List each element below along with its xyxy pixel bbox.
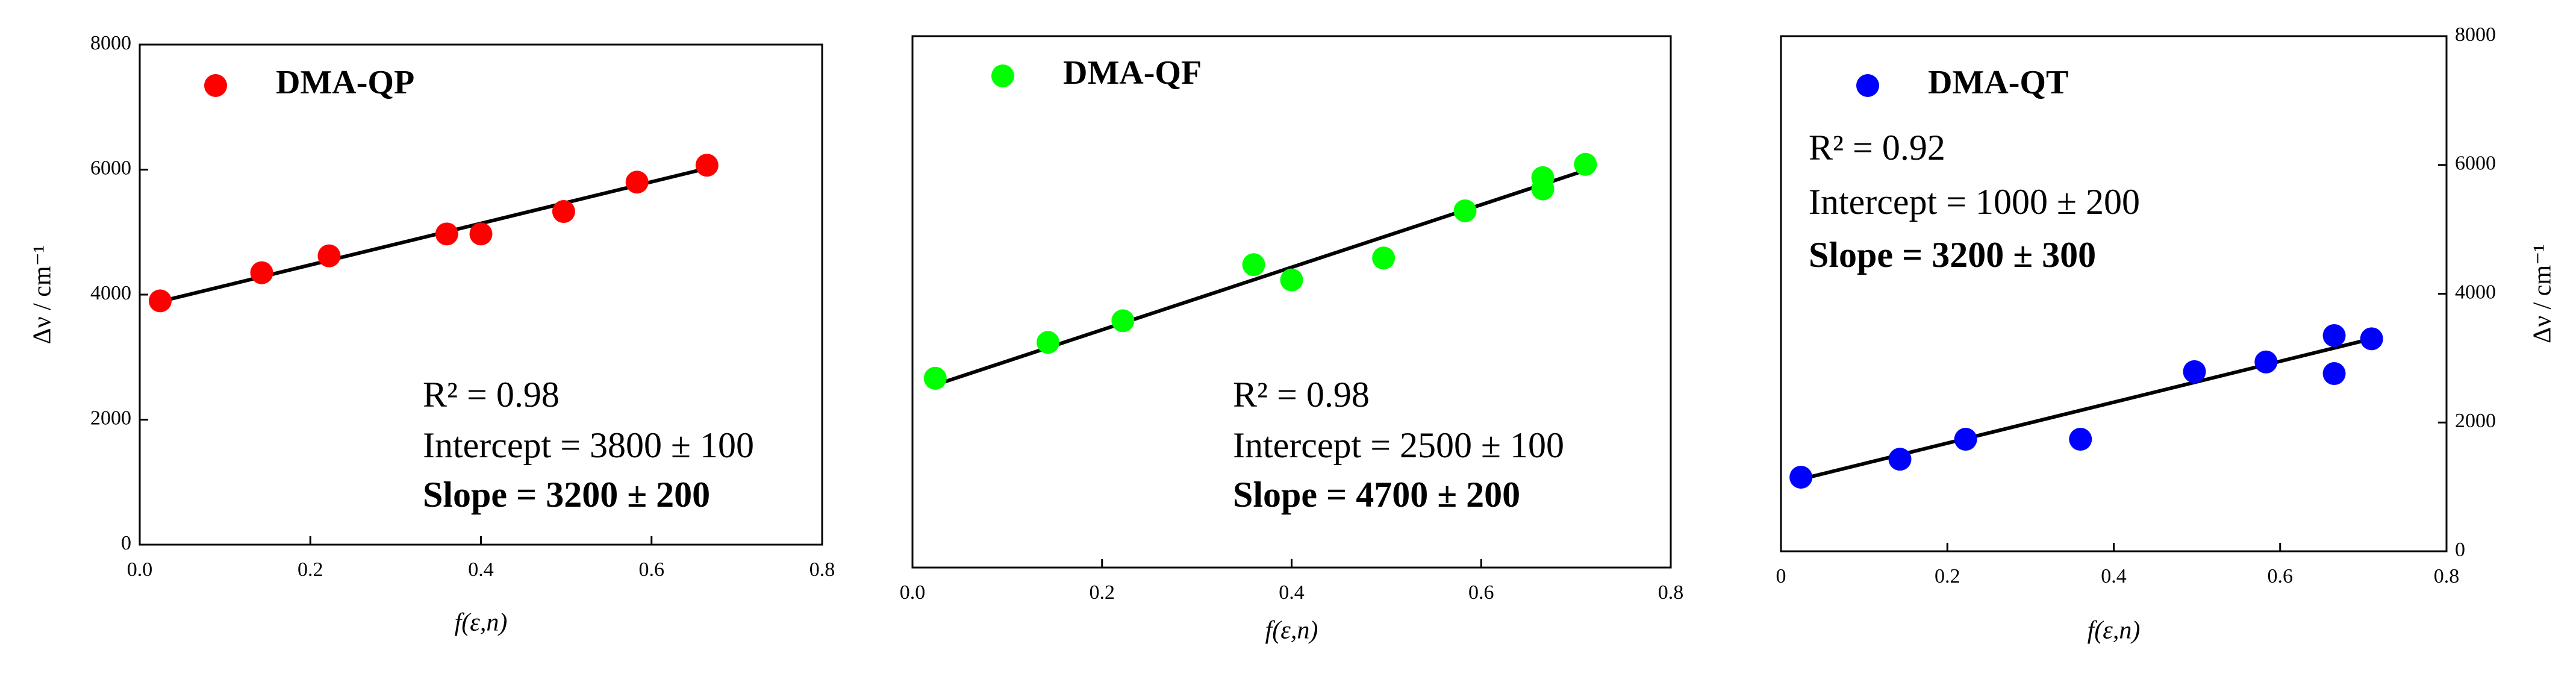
x-tick-label: 0.2 — [1090, 581, 1115, 604]
y-tick-label: 8000 — [90, 32, 131, 54]
x-tick-label: 0.6 — [1468, 581, 1494, 604]
annotation: Intercept = 2500 ± 100 — [1233, 425, 1564, 465]
annotation: Slope = 4700 ± 200 — [1233, 475, 1520, 515]
y-tick-label: 8000 — [2455, 23, 2496, 46]
y-tick-label: 2000 — [90, 407, 131, 429]
annotation: R² = 0.98 — [423, 375, 560, 415]
x-tick-label: 0.6 — [639, 559, 665, 581]
data-point — [2254, 350, 2278, 374]
data-point — [1531, 177, 1555, 201]
x-tick-label: 0.2 — [298, 559, 323, 581]
plot-frame — [139, 43, 823, 546]
legend-label: DMA-QP — [276, 64, 414, 101]
data-point — [2322, 362, 2346, 386]
y-tick-label: 6000 — [2455, 152, 2496, 175]
fit-line — [160, 166, 708, 304]
y-tick-label: 4000 — [90, 282, 131, 304]
annotation: Intercept = 1000 ± 200 — [1809, 182, 2140, 222]
x-tick-label: 0 — [1776, 565, 1786, 587]
data-point — [2069, 428, 2092, 451]
data-point — [1453, 199, 1477, 222]
data-point — [1372, 246, 1396, 270]
annotation: Intercept = 3800 ± 100 — [423, 425, 754, 465]
legend-label: DMA-QT — [1928, 64, 2068, 101]
data-point — [552, 200, 575, 224]
fit-line — [934, 168, 1586, 387]
chart: 0 0.2 0.4 0.6 0.8 0 2000 4000 6000 8000 DMA-QT R² =… — [1776, 23, 2557, 645]
data-point — [923, 366, 947, 390]
data-point — [1242, 253, 1265, 277]
data-point — [2322, 324, 2346, 347]
x-tick-label: 0.2 — [1935, 565, 1960, 587]
y-tick-label: 6000 — [90, 157, 131, 179]
fit-line — [1800, 337, 2372, 481]
data-point — [1111, 309, 1135, 333]
data-point — [1280, 268, 1303, 292]
data-point — [1574, 152, 1597, 176]
x-tick-label: 0.0 — [127, 559, 153, 581]
x-axis-label: f(ε,n) — [455, 609, 508, 637]
data-point — [317, 244, 341, 268]
annotation: R² = 0.92 — [1809, 128, 1945, 167]
y-tick-label: 0 — [121, 532, 131, 554]
annotation: Slope = 3200 ± 200 — [423, 475, 710, 515]
chart: 0.0 0.2 0.4 0.6 0.8 DMA-QF R² = 0.98 Intercept … — [900, 35, 1684, 645]
x-tick-label: 0.0 — [900, 581, 926, 604]
data-point — [1789, 466, 1813, 489]
x-tick-label: 0.8 — [2434, 565, 2460, 587]
data-point — [1954, 428, 1977, 451]
legend-marker — [204, 74, 227, 97]
data-point — [250, 261, 273, 284]
x-tick-label: 0.4 — [468, 559, 494, 581]
y-axis-label: Δν / cm⁻¹ — [29, 245, 57, 345]
plot-frame — [1780, 35, 2448, 552]
data-point — [625, 171, 649, 194]
x-tick-label: 0.4 — [2101, 565, 2127, 587]
data-point — [2183, 360, 2206, 383]
x-tick-label: 0.6 — [2268, 565, 2294, 587]
data-point — [2360, 327, 2383, 351]
chart: 0.0 0.2 0.4 0.6 0.8 0 2000 4000 6000 8000 DMA-QP R²… — [29, 32, 835, 637]
x-axis-label: f(ε,n) — [2088, 617, 2141, 645]
annotation: Slope = 3200 ± 300 — [1809, 235, 2096, 275]
data-point — [148, 289, 172, 313]
y-tick-label: 0 — [2455, 539, 2465, 561]
data-point — [695, 154, 719, 177]
annotation: R² = 0.98 — [1233, 375, 1370, 415]
y-axis-label: Δν / cm⁻¹ — [2529, 244, 2557, 343]
legend-marker — [991, 64, 1014, 87]
legend-marker — [1856, 74, 1879, 97]
x-tick-label: 0.8 — [809, 559, 835, 581]
data-point — [435, 222, 458, 246]
data-point — [469, 222, 493, 246]
x-tick-label: 0.8 — [1658, 581, 1684, 604]
legend-label: DMA-QF — [1063, 54, 1202, 92]
y-tick-label: 4000 — [2455, 281, 2496, 303]
data-point — [1037, 331, 1060, 354]
y-tick-label: 2000 — [2455, 410, 2496, 432]
data-point — [1888, 448, 1912, 471]
x-tick-label: 0.4 — [1279, 581, 1305, 604]
x-axis-label: f(ε,n) — [1265, 617, 1318, 645]
